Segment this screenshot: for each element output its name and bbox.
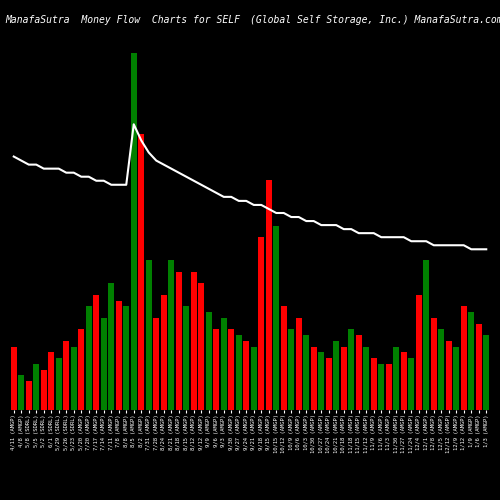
- Bar: [86, 306, 92, 410]
- Bar: [438, 330, 444, 410]
- Bar: [123, 306, 130, 410]
- Bar: [56, 358, 62, 410]
- Bar: [416, 295, 422, 410]
- Bar: [213, 330, 220, 410]
- Bar: [258, 237, 264, 410]
- Bar: [460, 306, 467, 410]
- Bar: [220, 318, 227, 410]
- Bar: [206, 312, 212, 410]
- Bar: [40, 370, 47, 410]
- Bar: [453, 346, 460, 410]
- Bar: [273, 226, 280, 410]
- Bar: [318, 352, 324, 410]
- Bar: [190, 272, 197, 410]
- Bar: [10, 346, 17, 410]
- Bar: [310, 346, 317, 410]
- Bar: [176, 272, 182, 410]
- Bar: [476, 324, 482, 410]
- Bar: [408, 358, 414, 410]
- Bar: [130, 53, 137, 410]
- Bar: [296, 318, 302, 410]
- Bar: [423, 260, 430, 410]
- Bar: [356, 335, 362, 410]
- Bar: [430, 318, 437, 410]
- Bar: [400, 352, 407, 410]
- Bar: [160, 295, 167, 410]
- Text: (Global Self Storage, Inc.) ManafaSutra.com: (Global Self Storage, Inc.) ManafaSutra.…: [250, 15, 500, 25]
- Bar: [446, 341, 452, 410]
- Bar: [393, 346, 400, 410]
- Bar: [26, 381, 32, 410]
- Bar: [183, 306, 190, 410]
- Bar: [326, 358, 332, 410]
- Bar: [63, 341, 70, 410]
- Bar: [146, 260, 152, 410]
- Bar: [168, 260, 174, 410]
- Bar: [33, 364, 40, 410]
- Bar: [48, 352, 54, 410]
- Bar: [483, 335, 490, 410]
- Bar: [108, 284, 114, 410]
- Bar: [236, 335, 242, 410]
- Bar: [18, 376, 25, 410]
- Bar: [93, 295, 100, 410]
- Bar: [138, 134, 144, 410]
- Bar: [468, 312, 474, 410]
- Bar: [243, 341, 250, 410]
- Bar: [250, 346, 257, 410]
- Bar: [228, 330, 234, 410]
- Text: ManafaSutra  Money Flow  Charts for SELF: ManafaSutra Money Flow Charts for SELF: [5, 15, 240, 25]
- Bar: [280, 306, 287, 410]
- Bar: [386, 364, 392, 410]
- Bar: [340, 346, 347, 410]
- Bar: [78, 330, 84, 410]
- Bar: [198, 284, 204, 410]
- Bar: [100, 318, 107, 410]
- Bar: [333, 341, 340, 410]
- Bar: [70, 346, 77, 410]
- Bar: [378, 364, 384, 410]
- Bar: [363, 346, 370, 410]
- Bar: [153, 318, 160, 410]
- Bar: [288, 330, 294, 410]
- Bar: [116, 300, 122, 410]
- Bar: [348, 330, 354, 410]
- Bar: [370, 358, 377, 410]
- Bar: [303, 335, 310, 410]
- Bar: [266, 180, 272, 410]
